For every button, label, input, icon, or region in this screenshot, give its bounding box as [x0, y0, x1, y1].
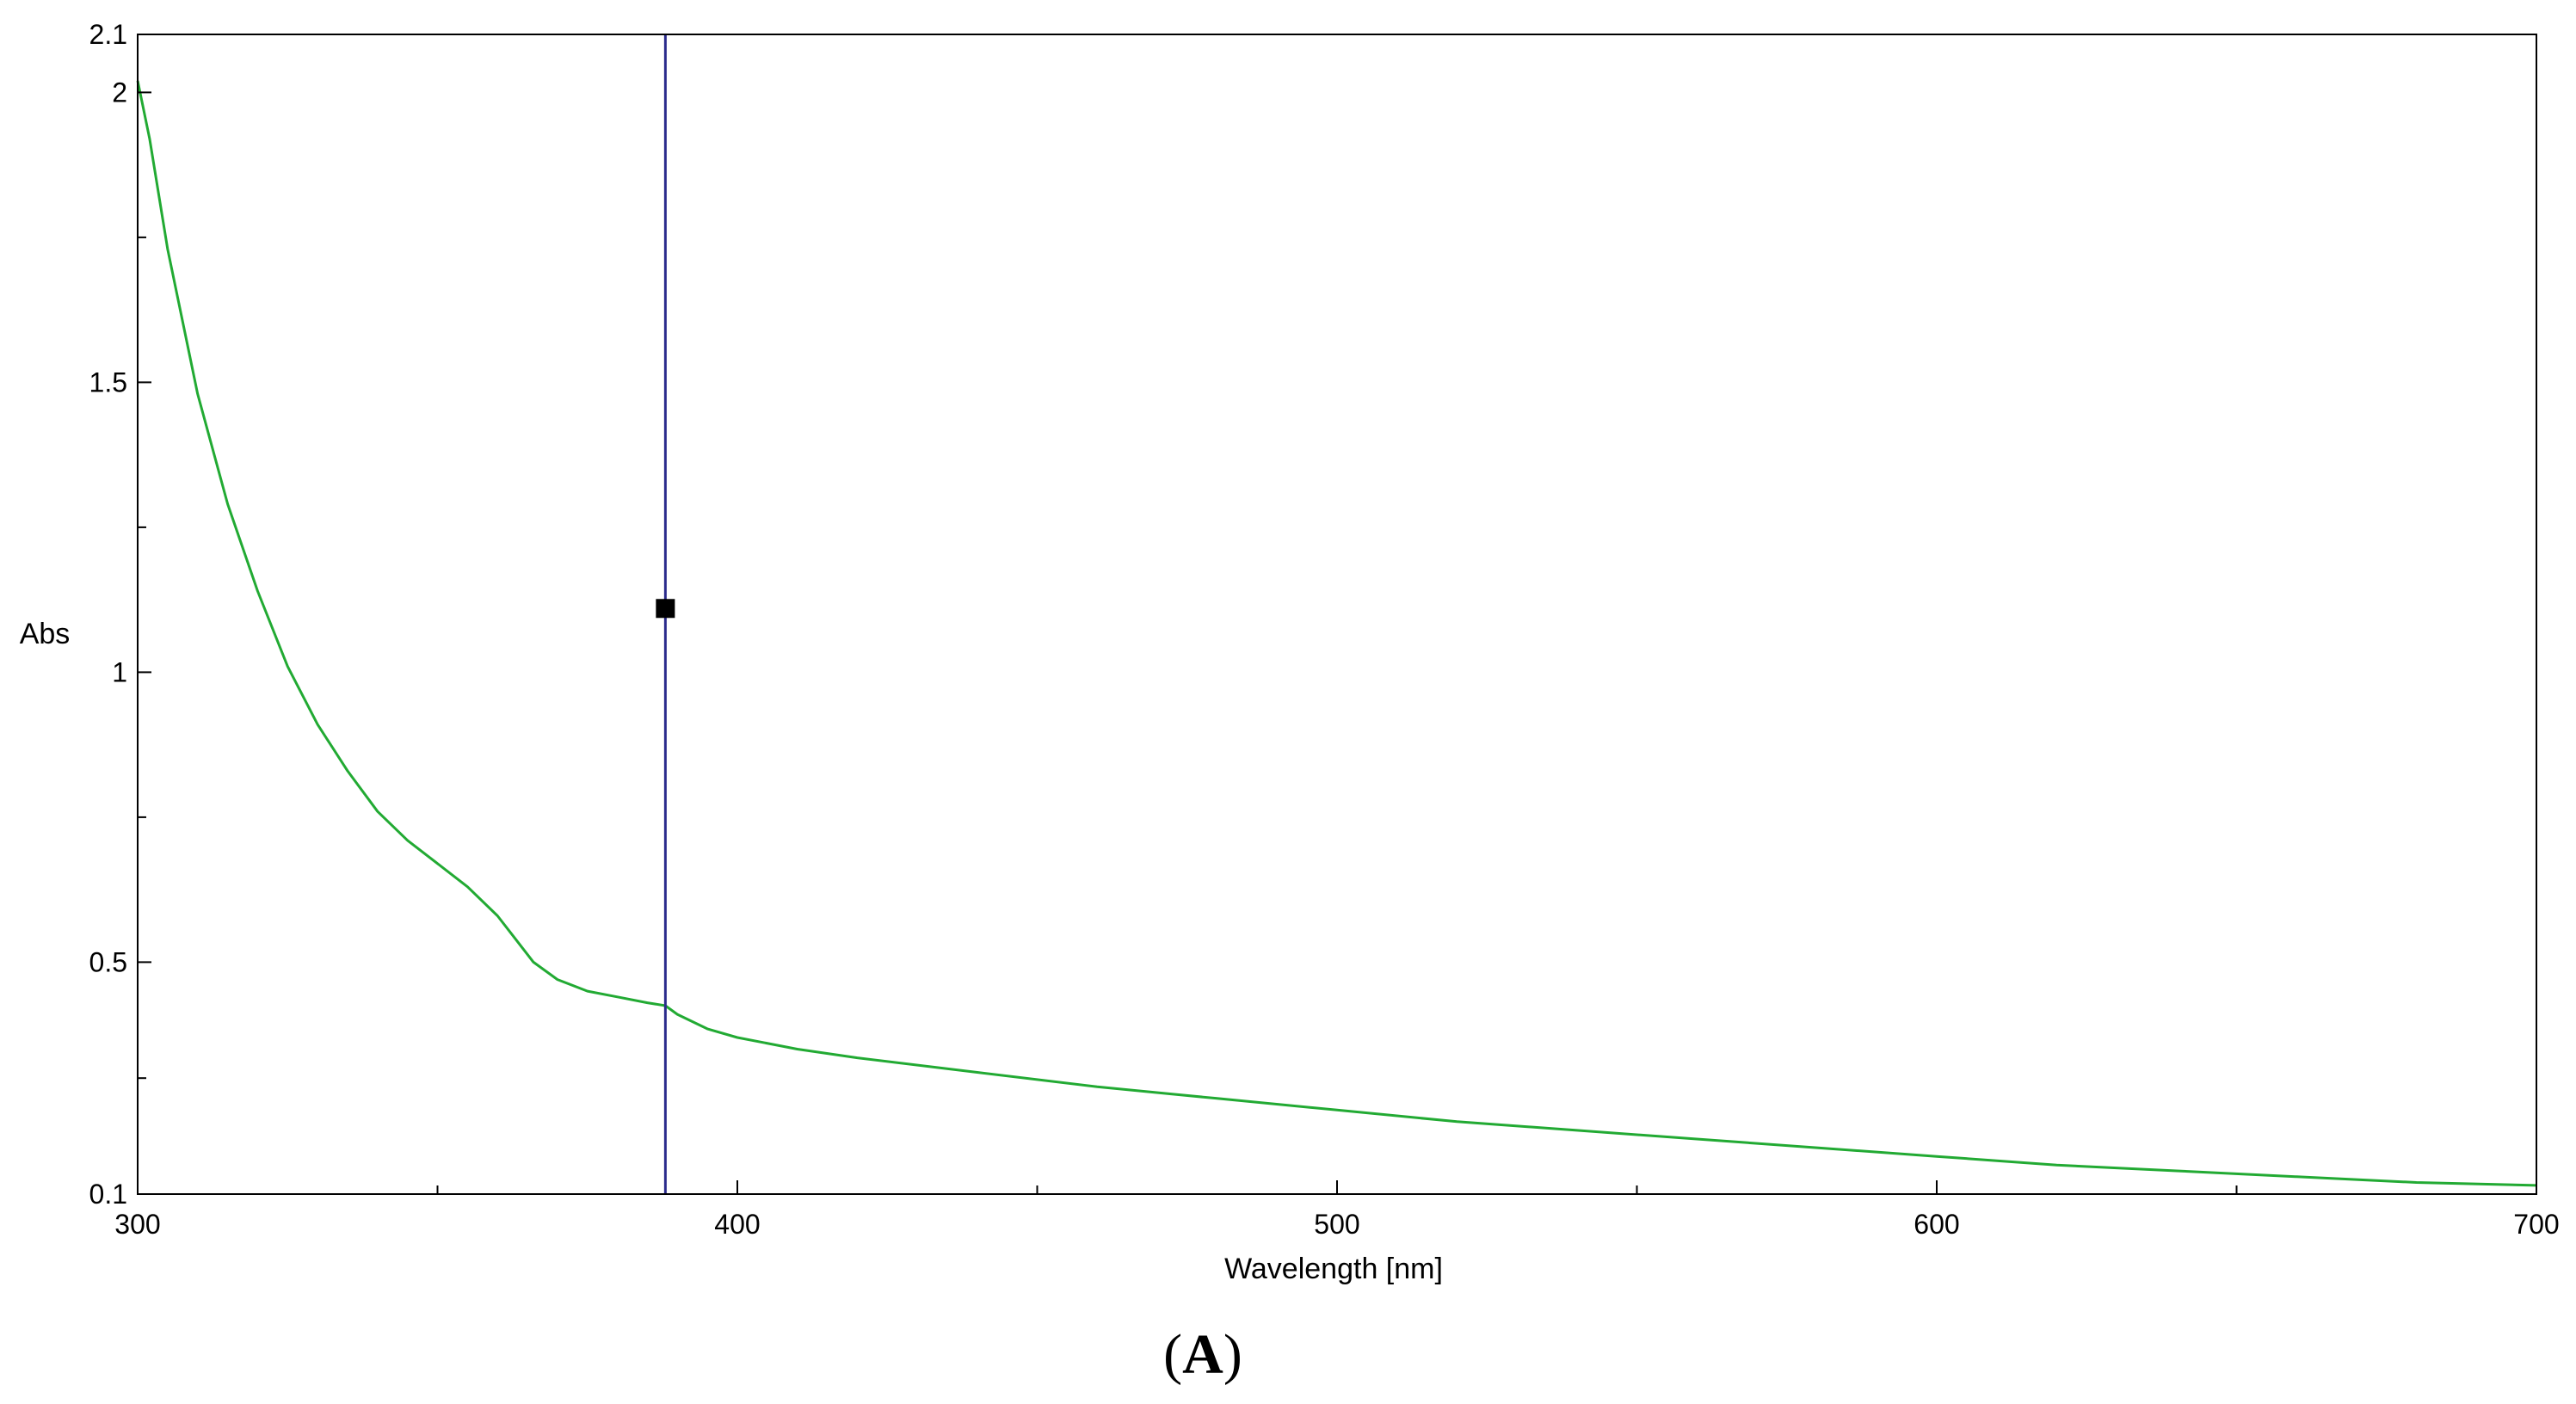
panel-label: (A)	[1163, 1323, 1242, 1386]
y-tick-label-5: 2.1	[89, 19, 127, 50]
cursor-marker	[656, 599, 675, 619]
x-tick-label-2: 500	[1314, 1209, 1359, 1240]
plot-area	[136, 34, 2537, 1194]
y-axis-title: Abs	[20, 618, 71, 650]
y-tick-label-4: 2	[112, 77, 127, 108]
panel-label-close: )	[1223, 1323, 1242, 1386]
x-axis-title: Wavelength [nm]	[1224, 1253, 1443, 1285]
panel-label-open: (	[1163, 1323, 1182, 1386]
y-tick-label-2: 1	[112, 656, 127, 687]
x-tick-label-1: 400	[714, 1209, 760, 1240]
panel-label-letter: A	[1182, 1323, 1223, 1386]
axes: 300 400 500 600 700 0.1 0.5 1 1.5 2 2.1	[89, 19, 2560, 1240]
y-tick-label-3: 1.5	[89, 366, 127, 397]
x-tick-label-4: 700	[2513, 1209, 2559, 1240]
series-line-0	[136, 80, 2537, 1187]
x-tick-label-3: 600	[1914, 1209, 1959, 1240]
x-tick-label-0: 300	[114, 1209, 160, 1240]
y-tick-label-1: 0.5	[89, 946, 127, 977]
y-tick-label-0: 0.1	[89, 1179, 127, 1210]
